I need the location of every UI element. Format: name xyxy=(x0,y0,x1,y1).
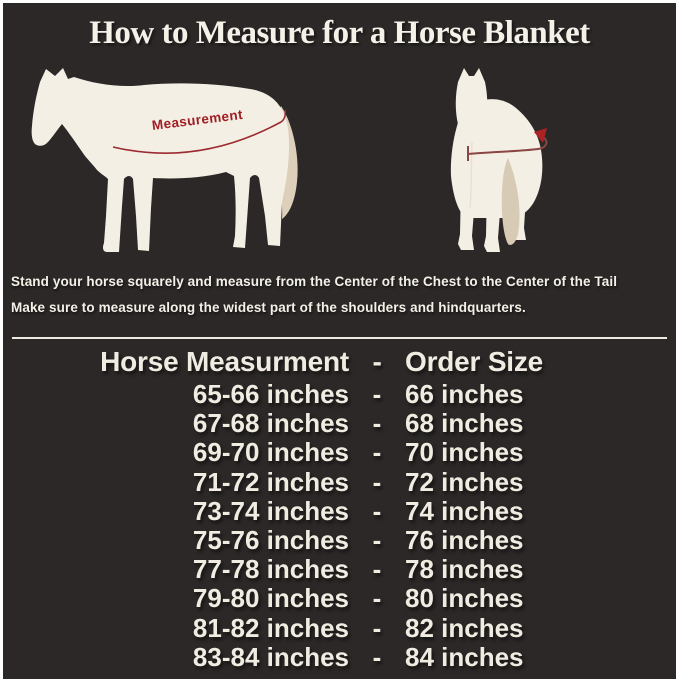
side-view-horse-illustration xyxy=(31,68,298,252)
size-row: 79-80 inches - 80 inches xyxy=(11,584,668,613)
order-size-column-header: Order Size xyxy=(405,346,544,377)
row-separator: - xyxy=(372,554,382,585)
size-row: 83-84 inches - 84 inches xyxy=(11,641,668,672)
horse-measurement-value: 79-80 inches xyxy=(192,583,349,614)
size-row: 77-78 inches - 78 inches xyxy=(11,555,668,584)
horse-measurement-value: 81-82 inches xyxy=(192,612,349,643)
order-size-value: 72 inches xyxy=(405,466,524,497)
horse-front-right-leg xyxy=(484,186,502,252)
instructions-line-2: Make sure to measure along the widest pa… xyxy=(11,300,526,315)
size-row: 75-76 inches - 76 inches xyxy=(11,525,668,556)
size-row: 73-74 inches - 74 inches xyxy=(11,495,668,526)
horse-measurement-value: 67-68 inches xyxy=(192,408,349,439)
size-row: 67-68 inches - 68 inches xyxy=(11,409,668,438)
front-view-horse-illustration xyxy=(450,68,548,252)
row-separator: - xyxy=(372,495,382,526)
order-size-value: 68 inches xyxy=(405,408,524,439)
horse-measurement-value: 71-72 inches xyxy=(192,466,349,497)
horse-measurement-value: 75-76 inches xyxy=(192,525,349,556)
order-size-value: 70 inches xyxy=(405,437,524,468)
header-separator: - xyxy=(372,346,382,377)
row-separator: - xyxy=(372,437,382,468)
chest-crease-line xyxy=(469,141,473,209)
horse-measurement-value: 77-78 inches xyxy=(192,554,349,585)
horse-measurement-value: 69-70 inches xyxy=(192,437,349,468)
page-title: How to Measure for a Horse Blanket xyxy=(89,15,590,51)
instructions-text: Stand your horse squarely and measure fr… xyxy=(11,269,617,321)
measurement-column-header: Horse Measurment xyxy=(100,346,349,377)
size-row: 71-72 inches - 72 inches xyxy=(11,466,668,497)
horse-body xyxy=(31,68,289,252)
size-chart: Horse Measurment - Order Size 65-66 inch… xyxy=(11,343,668,672)
size-row: 81-82 inches - 82 inches xyxy=(11,612,668,643)
size-rows: 65-66 inches - 66 inches 67-68 inches - … xyxy=(11,379,668,672)
row-separator: - xyxy=(372,612,382,643)
row-separator: - xyxy=(372,525,382,556)
row-separator: - xyxy=(372,583,382,614)
order-size-value: 80 inches xyxy=(405,583,524,614)
row-separator: - xyxy=(372,466,382,497)
order-size-value: 74 inches xyxy=(405,495,524,526)
divider-line xyxy=(12,337,667,339)
order-size-value: 82 inches xyxy=(405,612,524,643)
order-size-value: 84 inches xyxy=(405,641,524,672)
order-size-value: 66 inches xyxy=(405,379,524,409)
horse-measurement-value: 83-84 inches xyxy=(192,641,349,672)
girth-line xyxy=(467,137,548,161)
horse-front-left-leg xyxy=(458,184,476,250)
order-size-value: 78 inches xyxy=(405,554,524,585)
size-row: 69-70 inches - 70 inches xyxy=(11,438,668,467)
horse-front-head xyxy=(455,68,488,137)
size-chart-header: Horse Measurment - Order Size xyxy=(11,343,668,380)
horse-front-tail xyxy=(501,158,520,245)
order-size-value: 76 inches xyxy=(405,525,524,556)
wrap-around-arrow-icon xyxy=(534,128,547,143)
horse-measurement-value: 65-66 inches xyxy=(192,379,349,409)
size-row: 65-66 inches - 66 inches xyxy=(11,379,668,409)
measurement-curve xyxy=(112,109,287,154)
row-separator: - xyxy=(372,408,382,439)
row-separator: - xyxy=(372,641,382,672)
row-separator: - xyxy=(372,379,382,409)
instructions-line-1: Stand your horse squarely and measure fr… xyxy=(11,274,618,289)
horse-measurement-value: 73-74 inches xyxy=(192,495,349,526)
infographic-panel: How to Measure for a Horse Blanket Measu… xyxy=(3,3,676,679)
